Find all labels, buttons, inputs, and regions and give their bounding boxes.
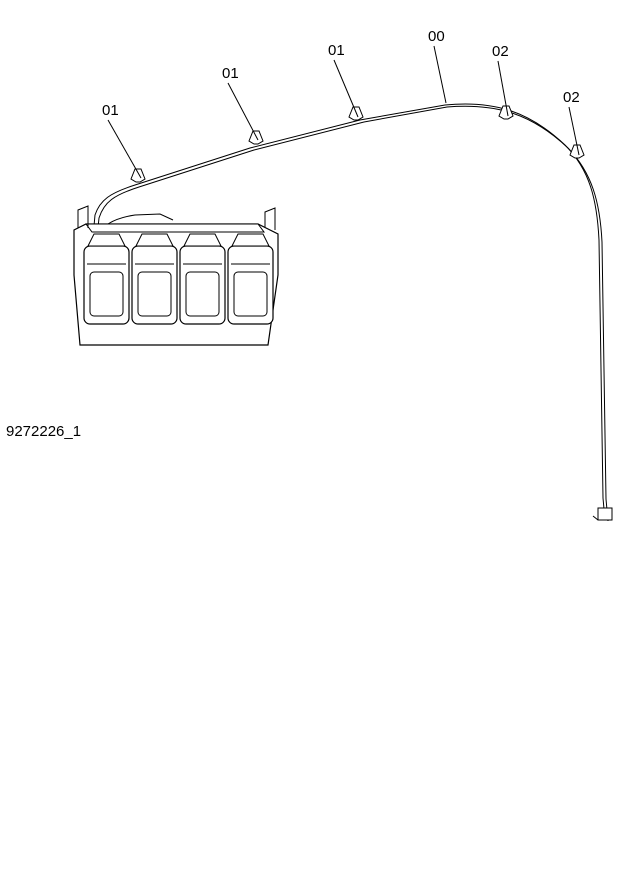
callout-label: 02 bbox=[563, 89, 580, 106]
clip bbox=[131, 169, 145, 182]
callout-leader bbox=[334, 60, 358, 117]
callouts: 01 01 01 00 02 02 bbox=[102, 28, 580, 178]
connector-plug bbox=[593, 508, 612, 520]
relay-unit bbox=[228, 234, 273, 324]
callout-leader bbox=[434, 46, 446, 103]
relay-module bbox=[74, 206, 278, 345]
callout-leader bbox=[108, 120, 141, 178]
relay-unit bbox=[180, 234, 225, 324]
drawing-number: 9272226_1 bbox=[6, 423, 81, 440]
callout-label: 02 bbox=[492, 43, 509, 60]
callout-leader bbox=[228, 83, 258, 140]
relay-unit bbox=[84, 234, 129, 324]
callout-label: 01 bbox=[222, 65, 239, 82]
clip bbox=[249, 131, 263, 144]
callout-label: 01 bbox=[102, 102, 119, 119]
cable-clips bbox=[131, 106, 584, 182]
callout-label: 01 bbox=[328, 42, 345, 59]
relay-unit bbox=[132, 234, 177, 324]
callout-label: 00 bbox=[428, 28, 445, 45]
